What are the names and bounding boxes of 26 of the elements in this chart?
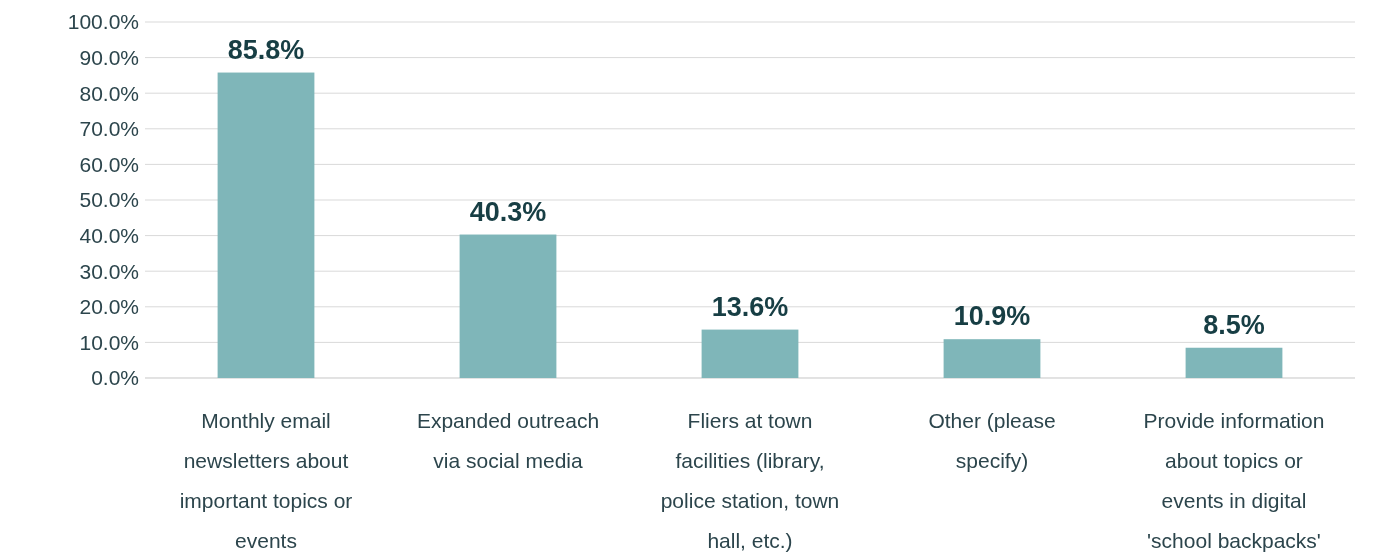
x-tick-label: Provide information about topics or events in digital 'school backpacks' [1143,409,1325,552]
bar [943,339,1041,378]
data-label: 85.8% [227,34,305,65]
bar [701,329,799,378]
x-tick-label: Fliers at town facilities (library, police station, town hall, etc.) [660,409,840,552]
y-tick-label: 20.0% [79,295,139,319]
y-tick-label: 100.0% [67,10,139,34]
y-tick-label: 30.0% [79,259,139,283]
bar [1185,347,1283,378]
x-tick-label: Expanded outreach via social media [416,409,600,472]
y-tick-label: 50.0% [79,188,139,212]
data-label: 40.3% [469,196,547,227]
data-label: 13.6% [711,291,789,322]
y-tick-label: 90.0% [79,45,139,69]
bar [459,234,557,378]
y-tick-label: 10.0% [79,330,139,354]
data-label: 8.5% [1203,309,1265,340]
data-label: 10.9% [953,301,1031,332]
y-tick-label: 0.0% [91,366,139,390]
y-tick-label: 70.0% [79,117,139,141]
y-tick-label: 80.0% [79,81,139,105]
y-tick-label: 40.0% [79,223,139,247]
x-tick-label: Monthly email newsletters about important topics or events [179,409,353,552]
bar [217,72,315,378]
y-tick-label: 60.0% [79,152,139,176]
x-tick-label: Other (please specify) [928,409,1056,472]
